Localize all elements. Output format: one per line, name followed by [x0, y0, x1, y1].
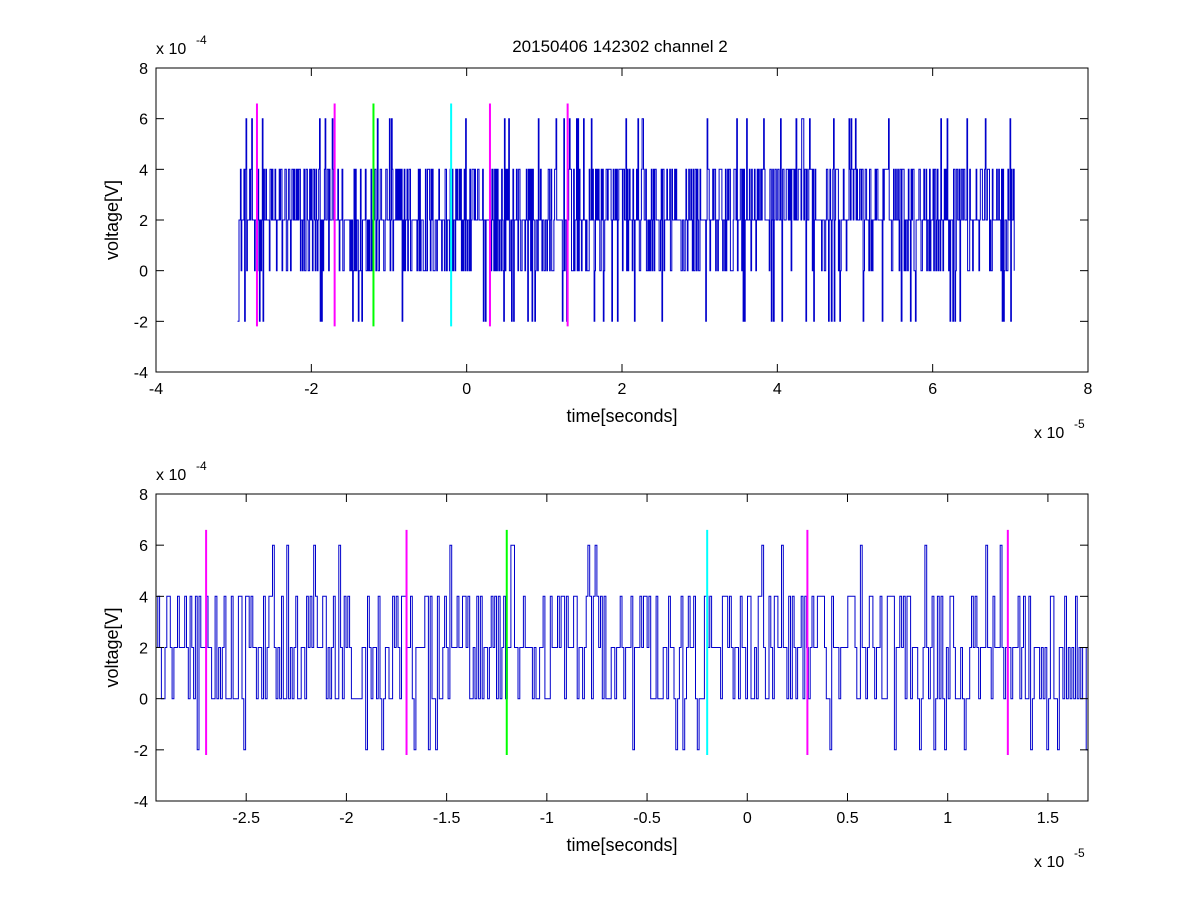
x-tick-label: 1.5: [1037, 810, 1059, 827]
x-tick-label: 0: [462, 381, 471, 398]
x-axis-label: time[seconds]: [566, 406, 677, 426]
x-tick-label: 0.5: [836, 810, 858, 827]
y-tick-label: 2: [139, 213, 148, 230]
zoom-plot: -2.5 -2 -1.5 -1 -0.5 0 0.5 1 1.5 -4 -2 0 2 4 6 8 time[se…: [102, 459, 1089, 871]
x-multiplier: x 10: [1034, 854, 1064, 871]
y-multiplier: x 10: [156, 467, 186, 484]
y-axis-label: voltage[V]: [102, 180, 122, 260]
signal-line: [237, 118, 1015, 322]
y-axis-label: voltage[V]: [102, 607, 122, 687]
x-tick-label: 8: [1084, 381, 1093, 398]
x-tick-label: -1.5: [433, 810, 461, 827]
x-tick-label: -1: [540, 810, 554, 827]
x-tick-label: 6: [928, 381, 937, 398]
x-tick-label: 2: [618, 381, 627, 398]
signal-line: [156, 544, 1089, 751]
x-multiplier-exponent: -5: [1074, 846, 1085, 860]
y-tick-label: 6: [139, 112, 148, 129]
y-tick-label: 8: [139, 61, 148, 78]
overview-plot: -4 -2 0 2 4 6 8 -4 -2 0 2 4 6 8 time[seconds] voltage[V…: [102, 33, 1093, 442]
y-tick-label: 0: [139, 264, 148, 281]
x-tick-label: 4: [773, 381, 782, 398]
x-tick-label: -2.5: [232, 810, 260, 827]
y-tick-label: 2: [139, 641, 148, 658]
x-tick-label: -2: [339, 810, 353, 827]
y-tick-label: -2: [134, 314, 148, 331]
x-multiplier: x 10: [1034, 425, 1064, 442]
x-multiplier-exponent: -5: [1074, 417, 1085, 431]
x-tick-label: 0: [743, 810, 752, 827]
y-tick-label: -4: [134, 794, 148, 811]
y-tick-label: -2: [134, 743, 148, 760]
x-tick-label: -2: [304, 381, 318, 398]
y-tick-label: 0: [139, 692, 148, 709]
x-tick-label: 1: [943, 810, 952, 827]
y-multiplier: x 10: [156, 41, 186, 58]
y-tick-label: -4: [134, 365, 148, 382]
y-tick-label: 8: [139, 487, 148, 504]
y-tick-label: 6: [139, 538, 148, 555]
x-tick-label: -0.5: [633, 810, 661, 827]
figure-title: 20150406 142302 channel 2: [512, 37, 728, 56]
x-tick-label: -4: [149, 381, 163, 398]
y-multiplier-exponent: -4: [196, 459, 207, 473]
y-tick-label: 4: [139, 162, 148, 179]
y-tick-label: 4: [139, 589, 148, 606]
y-multiplier-exponent: -4: [196, 33, 207, 47]
x-axis-label: time[seconds]: [566, 835, 677, 855]
